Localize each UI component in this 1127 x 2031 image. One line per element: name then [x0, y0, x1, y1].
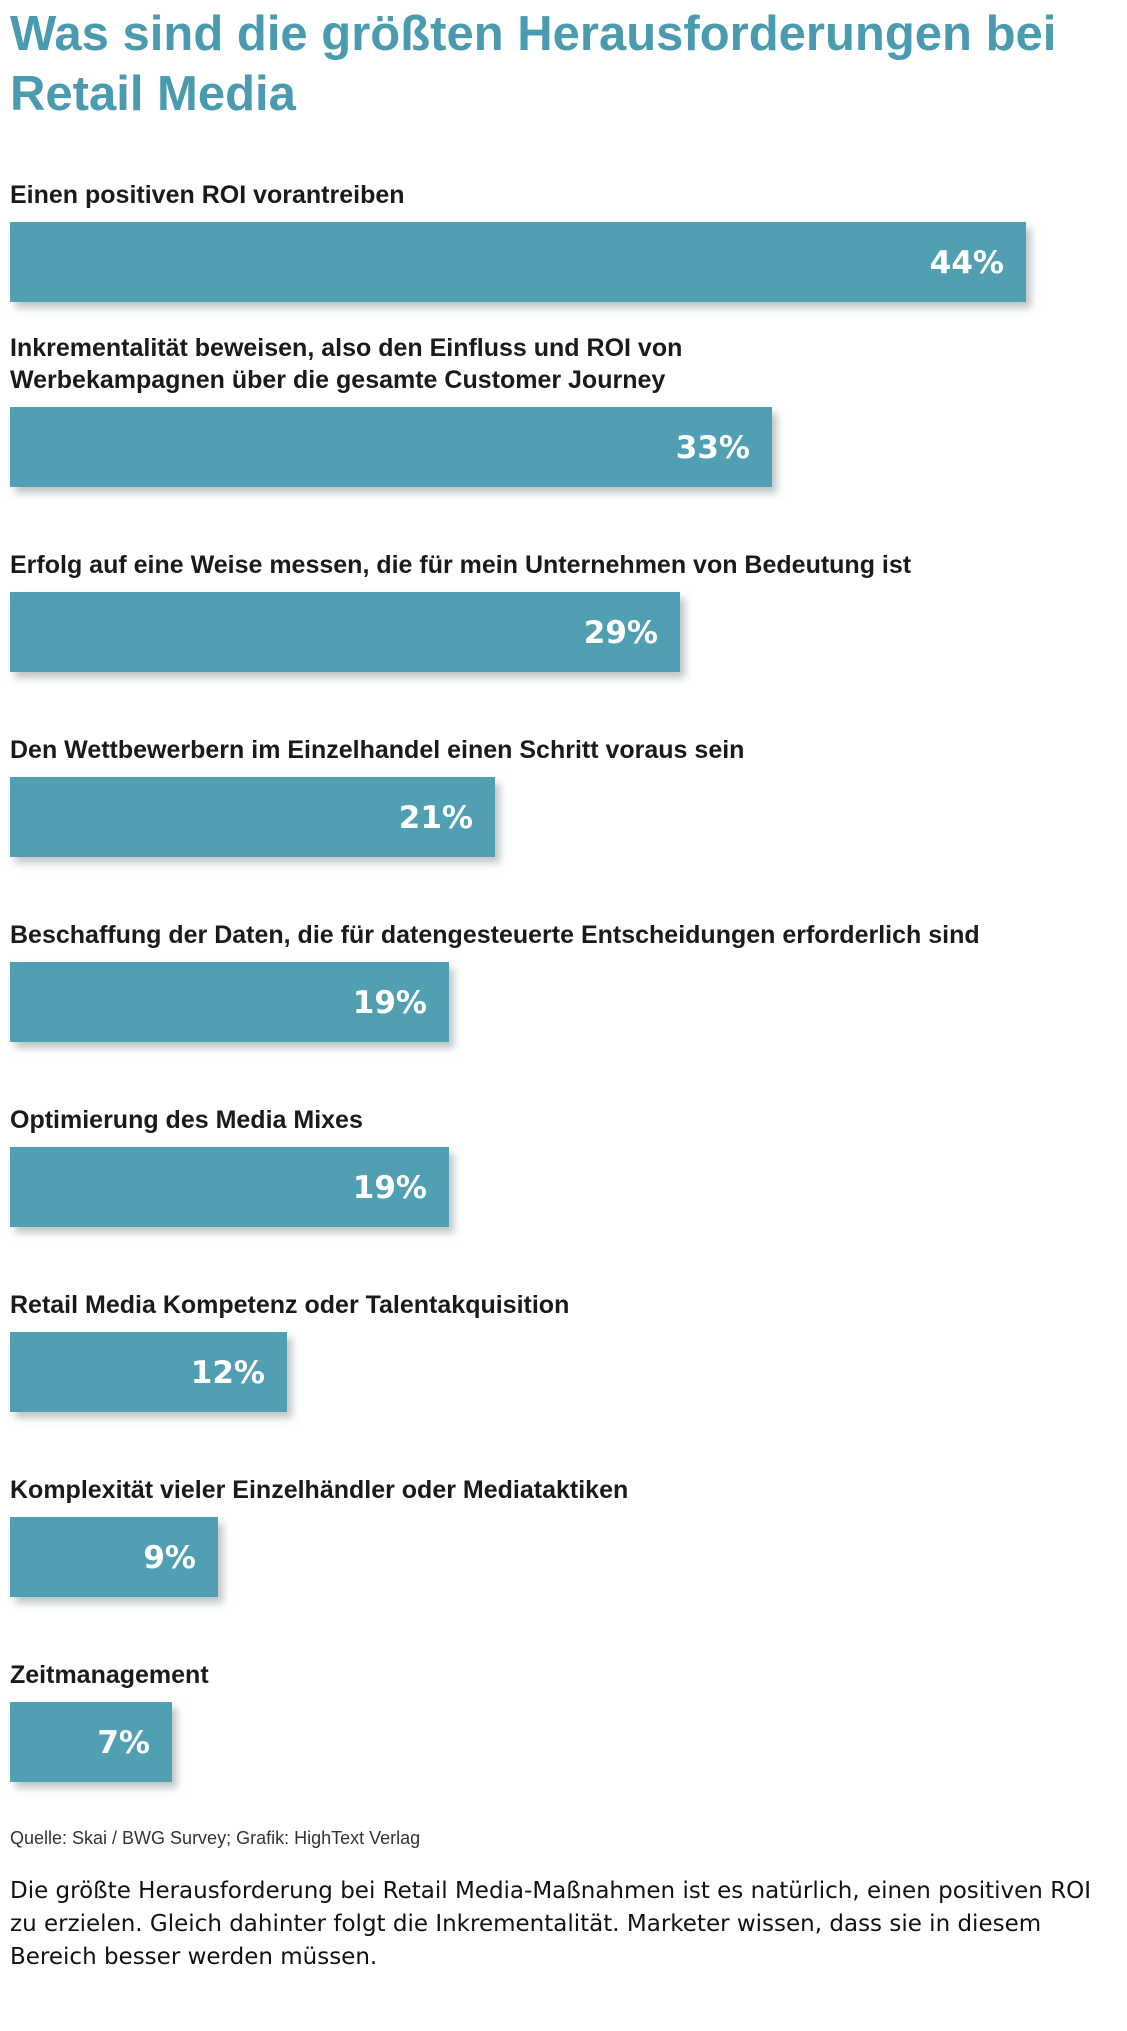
bar [10, 962, 449, 1042]
category-label: Optimierung des Media Mixes [10, 1106, 363, 1134]
bar-value-label: 44% [930, 245, 1004, 281]
bar [10, 407, 772, 487]
category-label: Zeitmanagement [10, 1661, 209, 1689]
bar [10, 777, 495, 857]
caption-text: Die größte Herausforderung bei Retail Me… [10, 1878, 1092, 1970]
bar-value-label: 29% [584, 615, 658, 651]
category-label: Komplexität vieler Einzelhändler oder Me… [10, 1476, 628, 1504]
bar-value-label: 33% [676, 430, 750, 466]
bar-value-label: 19% [353, 985, 427, 1021]
category-label-line: Zeitmanagement [10, 1661, 209, 1689]
category-label-line: Einen positiven ROI vorantreiben [10, 181, 405, 209]
bar-value-label: 7% [97, 1725, 150, 1761]
category-label-line: Erfolg auf eine Weise messen, die für me… [10, 551, 912, 579]
category-label-line: Beschaffung der Daten, die für datengest… [10, 921, 980, 949]
bar-value-label: 21% [399, 800, 473, 836]
category-label: Retail Media Kompetenz oder Talentakquis… [10, 1291, 569, 1319]
category-label: Inkrementalität beweisen, also den Einfl… [10, 334, 682, 394]
chart-title: Was sind die größten Herausforderungen b… [10, 7, 1057, 121]
bar-chart: Einen positiven ROI vorantreiben 44% Inkre… [10, 181, 1026, 1782]
category-label-line: Den Wettbewerbern im Einzelhandel einen … [10, 736, 744, 764]
bar [10, 1702, 172, 1782]
category-label-line: Werbekampagnen über die gesamte Customer… [10, 366, 665, 394]
bar-value-label: 9% [143, 1540, 196, 1576]
bar [10, 592, 680, 672]
bar [10, 1332, 287, 1412]
bar [10, 1517, 218, 1597]
bar [10, 1147, 449, 1227]
category-label: Einen positiven ROI vorantreiben [10, 181, 405, 209]
category-label-line: Optimierung des Media Mixes [10, 1106, 363, 1134]
source-note: Quelle: Skai / BWG Survey; Grafik: HighT… [10, 1828, 421, 1848]
category-label-line: Komplexität vieler Einzelhändler oder Me… [10, 1476, 628, 1504]
bar-value-label: 19% [353, 1170, 427, 1206]
category-label: Beschaffung der Daten, die für datengest… [10, 921, 980, 949]
bar [10, 222, 1026, 302]
bar-chart-svg: Einen positiven ROI vorantreiben 44% Inkre… [10, 181, 1026, 1782]
category-label: Den Wettbewerbern im Einzelhandel einen … [10, 736, 744, 764]
bar-value-label: 12% [191, 1355, 265, 1391]
category-label-line: Retail Media Kompetenz oder Talentakquis… [10, 1291, 569, 1319]
category-label-line: Inkrementalität beweisen, also den Einfl… [10, 334, 682, 362]
category-label: Erfolg auf eine Weise messen, die für me… [10, 551, 912, 579]
